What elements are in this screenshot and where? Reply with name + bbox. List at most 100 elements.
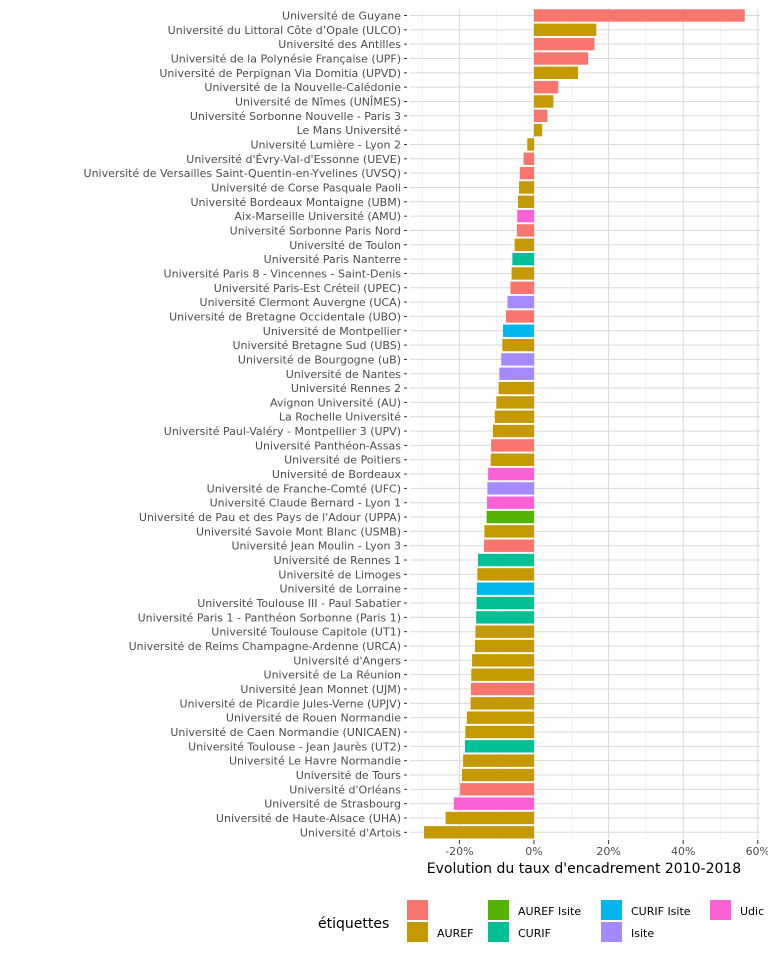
x-axis-ticks: -20% 0% 20% 40% 60% — [445, 840, 768, 858]
y-tick-label: Université de Franche-Comté (UFC) — [207, 482, 401, 495]
bar — [462, 768, 534, 782]
bar — [534, 95, 554, 108]
y-tick-label: Université de Rouen Normandie — [226, 712, 401, 725]
bar — [465, 725, 534, 739]
legend-swatch — [601, 900, 622, 920]
bar — [477, 568, 534, 581]
bar — [487, 496, 534, 509]
bar — [476, 582, 534, 595]
y-tick-label: Université Sorbonne Nouvelle - Paris 3 — [190, 110, 401, 123]
bar — [486, 510, 534, 524]
bar — [534, 52, 589, 65]
y-tick-label: Université Paris 1 - Panthéon Sorbonne (… — [138, 611, 401, 624]
y-tick-label: Université de Bordeaux — [272, 468, 402, 481]
legend-label: AUREF Isite — [518, 905, 581, 918]
y-tick-label: Université Paris 8 - Vincennes - Saint-D… — [164, 267, 402, 280]
bar — [466, 711, 534, 724]
y-tick-label: Université de Guyane — [282, 10, 401, 23]
y-tick-label: Université de Perpignan Via Domitia (UPV… — [159, 67, 401, 80]
bar — [534, 9, 745, 22]
bar — [494, 410, 534, 423]
bar — [496, 396, 534, 409]
y-tick-label: Université de la Nouvelle-Calédonie — [204, 81, 401, 94]
y-tick-label: Aix-Marseille Université (AMU) — [234, 210, 401, 223]
y-tick-label: Université de Nantes — [286, 368, 402, 381]
bar — [499, 367, 534, 380]
y-tick-label: Université de Reims Champagne-Ardenne (U… — [129, 640, 401, 653]
bar — [501, 353, 534, 366]
y-tick-label: Université de Limoges — [278, 568, 401, 581]
legend-swatch — [710, 900, 731, 920]
bar — [475, 625, 534, 638]
x-tick-label: 0% — [525, 845, 542, 858]
x-tick-label: 60% — [746, 845, 768, 858]
y-tick-label: Université de la Polynésie Française (UP… — [171, 52, 401, 65]
y-tick-label: Université de Tours — [296, 769, 402, 782]
bar — [503, 324, 534, 337]
bar — [460, 783, 534, 796]
legend-label: Udic — [740, 905, 764, 918]
y-tick-label: Université Rennes 2 — [291, 382, 401, 395]
y-tick-label: Université d'Artois — [300, 826, 401, 839]
y-tick-label: Université du Littoral Côte d’Opale (ULC… — [168, 24, 401, 37]
y-tick-label: Université Paris Nanterre — [264, 253, 402, 266]
legend-swatch — [407, 922, 428, 942]
y-tick-label: Université Jean Monnet (UJM) — [240, 683, 401, 696]
y-tick-label: Université Paris-Est Créteil (UPEC) — [214, 282, 401, 295]
bar — [476, 596, 534, 610]
y-tick-label: Université des Antilles — [278, 38, 401, 51]
y-tick-label: Université d'Orléans — [289, 783, 401, 796]
bar — [453, 797, 534, 810]
legend-label: CURIF — [518, 927, 551, 940]
y-tick-label: Université Toulouse III - Paul Sabatier — [197, 597, 401, 610]
legend-swatch — [601, 922, 622, 942]
y-tick-label: Université d'Angers — [293, 654, 401, 667]
y-tick-label: Université de Haute-Alsace (UHA) — [216, 812, 401, 825]
bar — [534, 80, 559, 94]
y-tick-label: Université de Lorraine — [279, 583, 401, 596]
bar — [423, 826, 534, 839]
bar — [516, 224, 534, 237]
y-tick-label: Université Le Havre Normandie — [229, 755, 401, 768]
bar — [488, 467, 534, 481]
bar — [511, 267, 534, 280]
legend-swatch — [488, 900, 509, 920]
bar — [519, 181, 534, 194]
y-tick-label: La Rochelle Université — [279, 411, 401, 424]
grid-lines — [410, 8, 760, 839]
y-tick-label: Université Bordeaux Montaigne (UBM) — [190, 196, 401, 209]
y-tick-label: Université de La Réunion — [264, 669, 402, 682]
y-tick-label: Université de Toulon — [289, 239, 401, 252]
y-tick-label: Université Paul-Valéry - Montpellier 3 (… — [164, 425, 401, 438]
bar — [507, 295, 534, 309]
y-tick-label: Université de Caen Normandie (UNICAEN) — [170, 726, 401, 739]
bar — [519, 166, 534, 180]
bar — [534, 66, 579, 80]
y-tick-label: Université Claude Bernard - Lyon 1 — [210, 497, 401, 510]
bar — [510, 281, 534, 294]
bar — [484, 525, 534, 538]
bar — [484, 539, 534, 552]
bar — [487, 482, 534, 495]
bar — [502, 338, 534, 352]
y-tick-label: Université de Corse Pasquale Paoli — [211, 181, 401, 194]
y-tick-label: Université Clermont Auvergne (UCA) — [200, 296, 401, 309]
bar — [517, 195, 534, 208]
y-tick-label: Université de Picardie Jules-Verne (UPJV… — [180, 697, 402, 710]
bars — [423, 9, 745, 839]
x-tick-label: 40% — [671, 845, 695, 858]
y-tick-label: Université d'Évry-Val-d'Essonne (UEVE) — [186, 153, 401, 166]
bar — [492, 424, 534, 438]
bar — [491, 439, 534, 452]
bar — [523, 152, 534, 165]
y-tick-label: Université de Strasbourg — [264, 798, 401, 811]
y-tick-label: Avignon Université (AU) — [270, 396, 401, 409]
y-tick-label: Université de Versailles Saint-Quentin-e… — [84, 167, 401, 180]
bar — [463, 754, 534, 767]
legend-title: étiquettes — [318, 916, 389, 932]
legend-label: AUREF — [437, 927, 474, 940]
y-tick-label: Université de Poitiers — [284, 454, 401, 467]
y-tick-label: Université de Bourgogne (uB) — [238, 353, 401, 366]
